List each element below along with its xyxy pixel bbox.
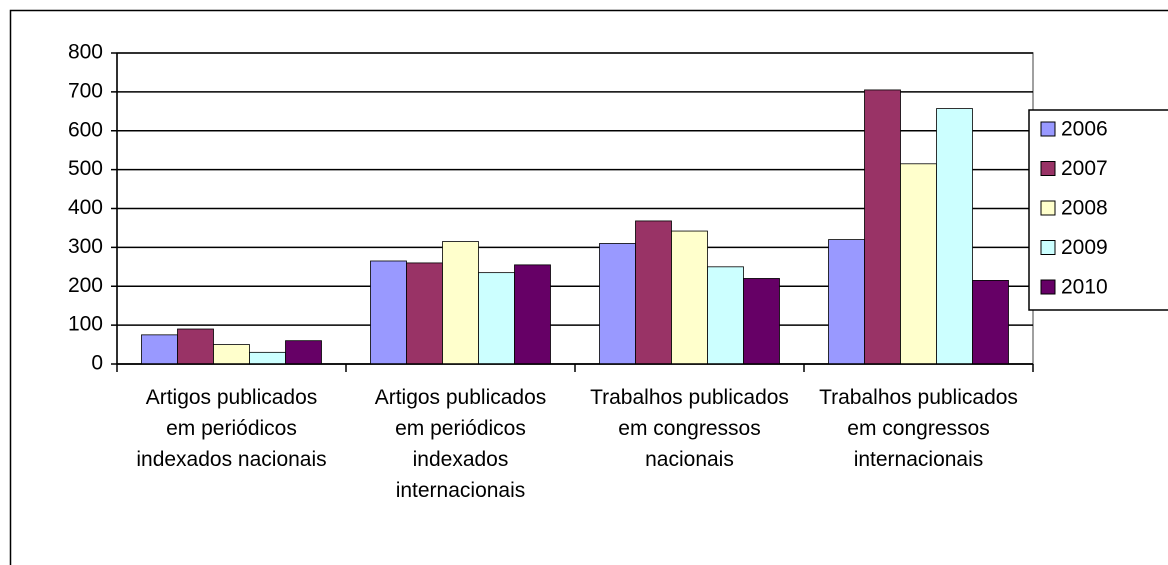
chart-frame — [9, 9, 1168, 565]
legend-swatch — [1040, 121, 1056, 137]
legend-swatch — [1040, 200, 1056, 216]
bar — [936, 108, 973, 365]
y-tick-label: 800 — [68, 41, 103, 64]
y-tick-label: 100 — [68, 313, 103, 336]
bar — [177, 328, 214, 365]
bar — [406, 262, 443, 365]
x-tick-label: Artigos publicados em periódicos indexad… — [374, 386, 547, 502]
x-tick-label: Trabalhos publicados em congressos nacio… — [590, 386, 789, 471]
y-tick-label: 200 — [68, 274, 103, 297]
bar — [141, 334, 178, 365]
bar — [864, 89, 901, 365]
bar — [514, 264, 551, 365]
x-tick-label: Artigos publicados em periódicos indexad… — [136, 386, 327, 471]
y-tick-label: 500 — [68, 157, 103, 180]
legend-label: 2008 — [1061, 197, 1108, 220]
bar — [671, 230, 708, 365]
bar — [828, 239, 865, 365]
bar — [442, 241, 479, 365]
y-tick-label: 300 — [68, 235, 103, 258]
bar — [285, 340, 322, 365]
legend-label: 2010 — [1061, 276, 1108, 299]
legend-swatch — [1040, 279, 1056, 295]
legend-swatch — [1040, 240, 1056, 255]
bar — [707, 266, 744, 365]
bar — [370, 260, 407, 365]
legend-label: 2009 — [1061, 236, 1108, 259]
y-tick-label: 700 — [68, 79, 103, 102]
bar — [900, 163, 937, 365]
legend-swatch — [1040, 161, 1056, 176]
bar — [249, 351, 286, 365]
y-tick-label: 600 — [68, 118, 103, 141]
bar — [743, 278, 780, 365]
bar — [213, 344, 250, 365]
bar — [972, 280, 1009, 365]
x-tick-label: Trabalhos publicados em congressos inter… — [819, 386, 1018, 471]
bar — [599, 243, 636, 365]
y-tick-label: 400 — [68, 196, 103, 219]
y-tick-label: 0 — [91, 352, 103, 375]
bar — [635, 220, 672, 365]
legend-label: 2007 — [1061, 157, 1108, 180]
bar — [478, 272, 515, 365]
legend-label: 2006 — [1061, 118, 1108, 141]
